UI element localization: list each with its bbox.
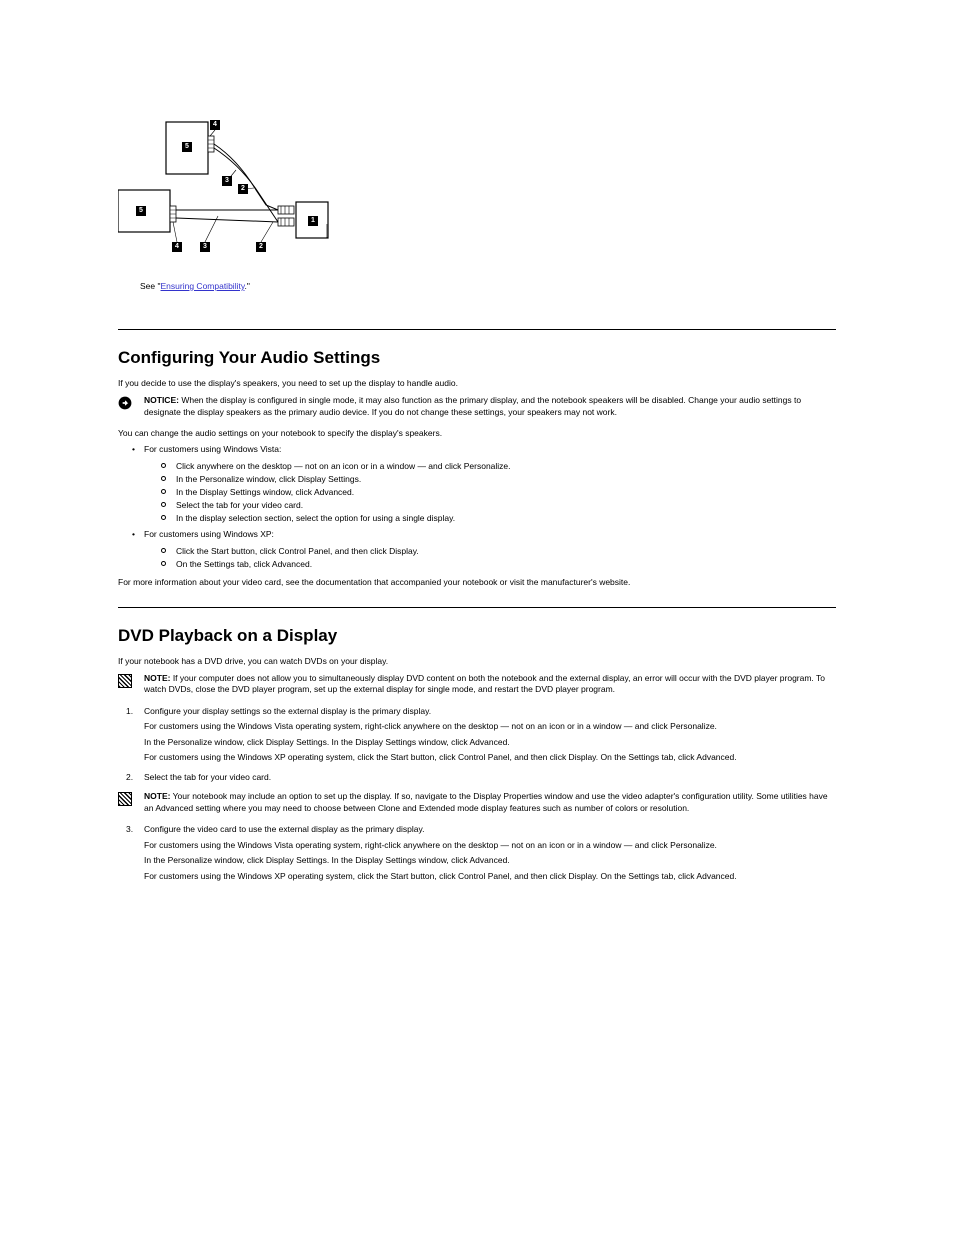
xp-sub-1: On the Settings tab, click Advanced. [118,559,836,571]
step-3-c: For customers using the Windows XP opera… [144,871,836,882]
connection-diagram: xxxxxxx 4 3 2 5 5 1 4 3 2 [118,110,333,275]
dvd-note-1: NOTE: If your computer does not allow yo… [118,673,836,696]
dvd-note-label-1: NOTE: [144,673,170,683]
diagram-label-3a: 3 [222,176,232,186]
dvd-heading: DVD Playback on a Display [118,626,836,646]
svg-text:xxxxxxx: xxxxxxx [324,224,329,238]
step-3: Configure the video card to use the exte… [118,824,836,882]
step-3-title: Configure the video card to use the exte… [144,824,425,834]
note-icon-2 [118,792,132,806]
audio-p2: You can change the audio settings on you… [118,428,836,439]
step-2: Select the tab for your video card. [118,772,836,783]
audio-notice: NOTICE: When the display is configured i… [118,395,836,418]
step-3-a: For customers using the Windows Vista op… [144,840,836,851]
notice-text: When the display is configured in single… [144,395,801,416]
diagram-label-1: 1 [308,216,318,226]
audio-p3: For more information about your video ca… [118,577,836,588]
xp-sub-0: Click the Start button, click Control Pa… [118,546,836,558]
compatibility-link[interactable]: Ensuring Compatibility [161,281,245,291]
see-link-suffix: ." [244,281,249,291]
dvd-steps: Configure your display settings so the e… [118,706,836,783]
diagram-label-3b: 3 [200,242,210,252]
diagram-label-4a: 4 [210,120,220,130]
step-1: Configure your display settings so the e… [118,706,836,764]
step-1-a: For customers using the Windows Vista op… [144,721,836,732]
vista-sub-0: Click anywhere on the desktop — not on a… [118,461,836,473]
vista-sub-3: Select the tab for your video card. [118,500,836,512]
vista-sublist: Click anywhere on the desktop — not on a… [118,461,836,524]
note-icon [118,674,132,688]
dvd-note-text-1: If your computer does not allow you to s… [144,673,825,694]
vista-sub-4: In the display selection section, select… [118,513,836,525]
dvd-note-2: NOTE: Your notebook may include an optio… [118,791,836,814]
dvd-note-label-2: NOTE: [144,791,170,801]
diagram-label-2a: 2 [238,184,248,194]
divider-2 [118,607,836,608]
audio-heading: Configuring Your Audio Settings [118,348,836,368]
dvd-note-text-2: Your notebook may include an option to s… [144,791,828,812]
bullet-vista: For customers using Windows Vista: [118,444,836,455]
divider-1 [118,329,836,330]
see-link-line: See "Ensuring Compatibility." [140,281,836,291]
page: xxxxxxx 4 3 2 5 5 1 4 3 2 See "Ensuring … [0,0,954,1235]
diagram-label-4b: 4 [172,242,182,252]
step-2-title: Select the tab for your video card. [144,772,271,782]
audio-bullet-list: For customers using Windows Vista: [118,444,836,455]
notice-icon [118,396,132,410]
audio-intro: If you decide to use the display's speak… [118,378,836,389]
audio-bullet-list-2: For customers using Windows XP: [118,529,836,540]
diagram-label-5b: 5 [136,206,146,216]
dvd-p1: If your notebook has a DVD drive, you ca… [118,656,836,667]
dvd-steps-cont: Configure the video card to use the exte… [118,824,836,882]
notice-label: NOTICE: [144,395,179,405]
step-1-c: For customers using the Windows XP opera… [144,752,836,763]
step-1-title: Configure your display settings so the e… [144,706,431,716]
diagram-label-5a: 5 [182,142,192,152]
vista-sub-1: In the Personalize window, click Display… [118,474,836,486]
vista-sub-2: In the Display Settings window, click Ad… [118,487,836,499]
see-link-prefix: See " [140,281,161,291]
bullet-xp: For customers using Windows XP: [118,529,836,540]
diagram-label-2b: 2 [256,242,266,252]
xp-sublist: Click the Start button, click Control Pa… [118,546,836,571]
step-1-b: In the Personalize window, click Display… [144,737,836,748]
step-3-b: In the Personalize window, click Display… [144,855,836,866]
diagram-svg: xxxxxxx [118,110,333,265]
